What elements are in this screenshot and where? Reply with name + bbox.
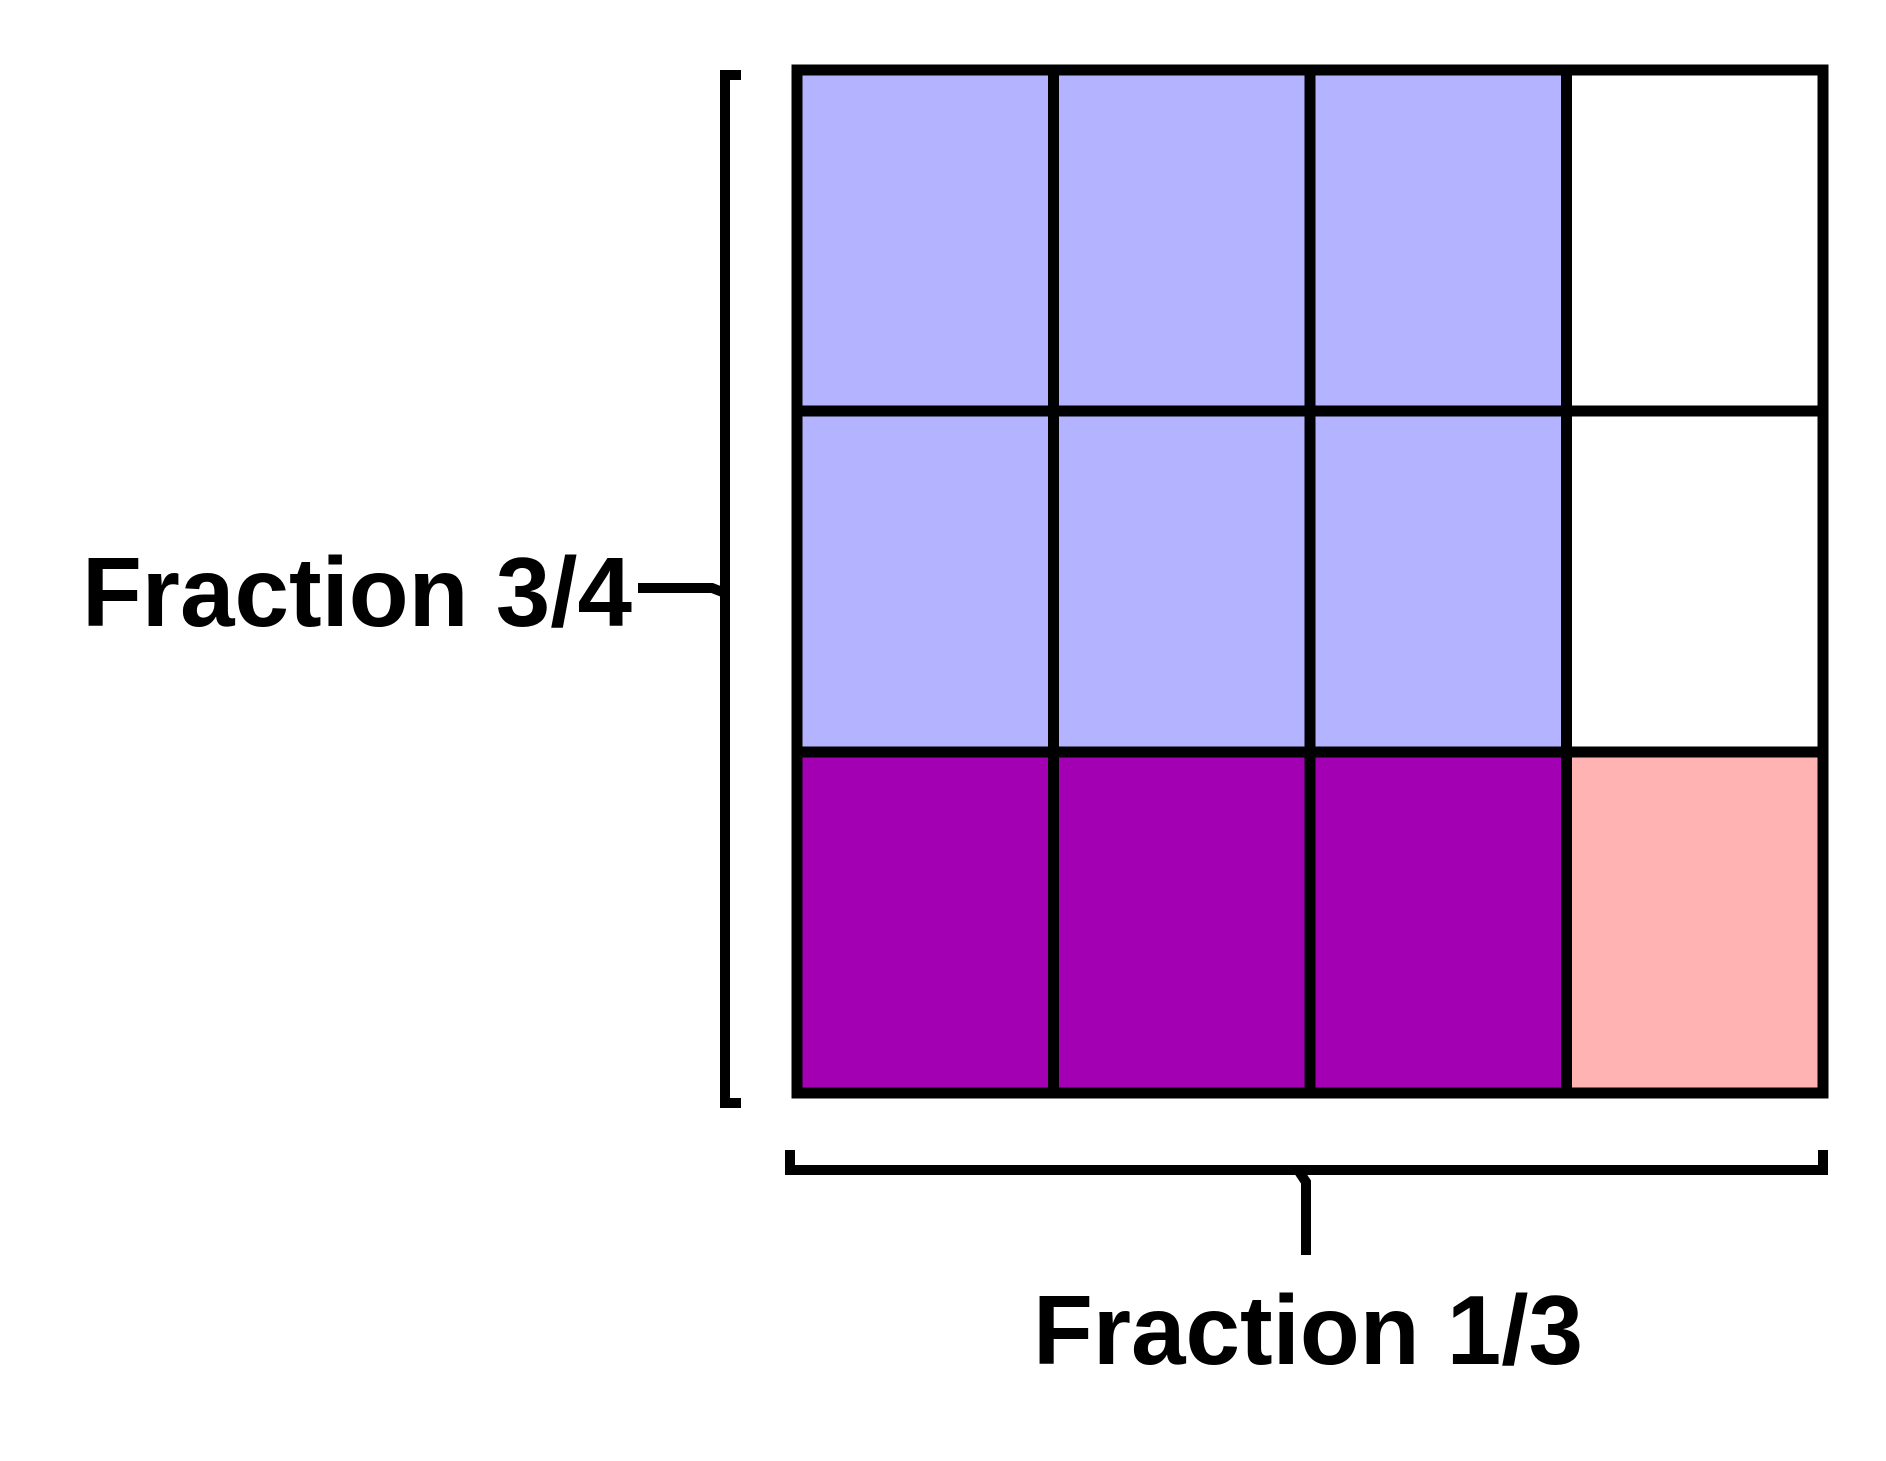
bottom-bracket (785, 1150, 1828, 1175)
grid-cell-r2-c2 (1053, 411, 1310, 752)
grid-cell-r3-c1 (797, 752, 1054, 1093)
grid-cell-r1-c2 (1053, 70, 1310, 411)
grid-cell-r3-c3 (1310, 752, 1567, 1093)
bottom-bracket-tick (1293, 1167, 1311, 1255)
grid-cell-r2-c3 (1310, 411, 1567, 752)
grid-cell-r1-c3 (1310, 70, 1567, 411)
grid-cell-r1-c4 (1566, 70, 1823, 411)
grid-cells (797, 70, 1823, 1093)
left-bracket-tick (638, 583, 727, 598)
grid-cell-r1-c1 (797, 70, 1054, 411)
bottom-fraction-label: Fraction 1/3 (1033, 1275, 1583, 1385)
left-bracket (720, 70, 741, 1108)
grid-lines (791, 64, 1829, 1099)
grid-cell-r2-c4 (1566, 411, 1823, 752)
left-fraction-label: Fraction 3/4 (82, 537, 632, 647)
grid-cell-r2-c1 (797, 411, 1054, 752)
grid-cell-r3-c2 (1053, 752, 1310, 1093)
grid-cell-r3-c4 (1566, 752, 1823, 1093)
